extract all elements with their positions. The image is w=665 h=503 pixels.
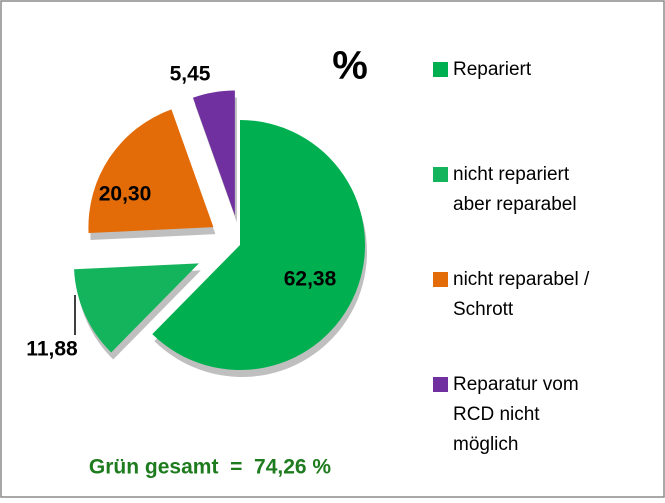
legend-swatch bbox=[433, 62, 448, 77]
legend-swatch bbox=[433, 377, 448, 392]
data-label: 20,30 bbox=[99, 183, 152, 206]
chart-title: % bbox=[332, 44, 368, 88]
slice bbox=[74, 263, 199, 353]
slice bbox=[88, 109, 214, 234]
data-label: 11,88 bbox=[26, 338, 78, 361]
data-label: 62,38 bbox=[284, 268, 337, 291]
legend-swatch bbox=[433, 167, 448, 182]
legend-label: nicht repariert aber reparabel bbox=[453, 164, 577, 215]
legend-swatch bbox=[433, 272, 448, 287]
legend-label: Repariert bbox=[453, 59, 532, 80]
slice bbox=[152, 120, 365, 370]
slice bbox=[192, 90, 235, 216]
legend-label: nicht reparabel / Schrott bbox=[453, 269, 590, 320]
annotation: Grün gesamt = 74,26 % bbox=[89, 456, 332, 479]
data-label: 5,45 bbox=[170, 63, 211, 86]
legend-label: Reparatur vom RCD nicht möglich bbox=[453, 374, 579, 455]
